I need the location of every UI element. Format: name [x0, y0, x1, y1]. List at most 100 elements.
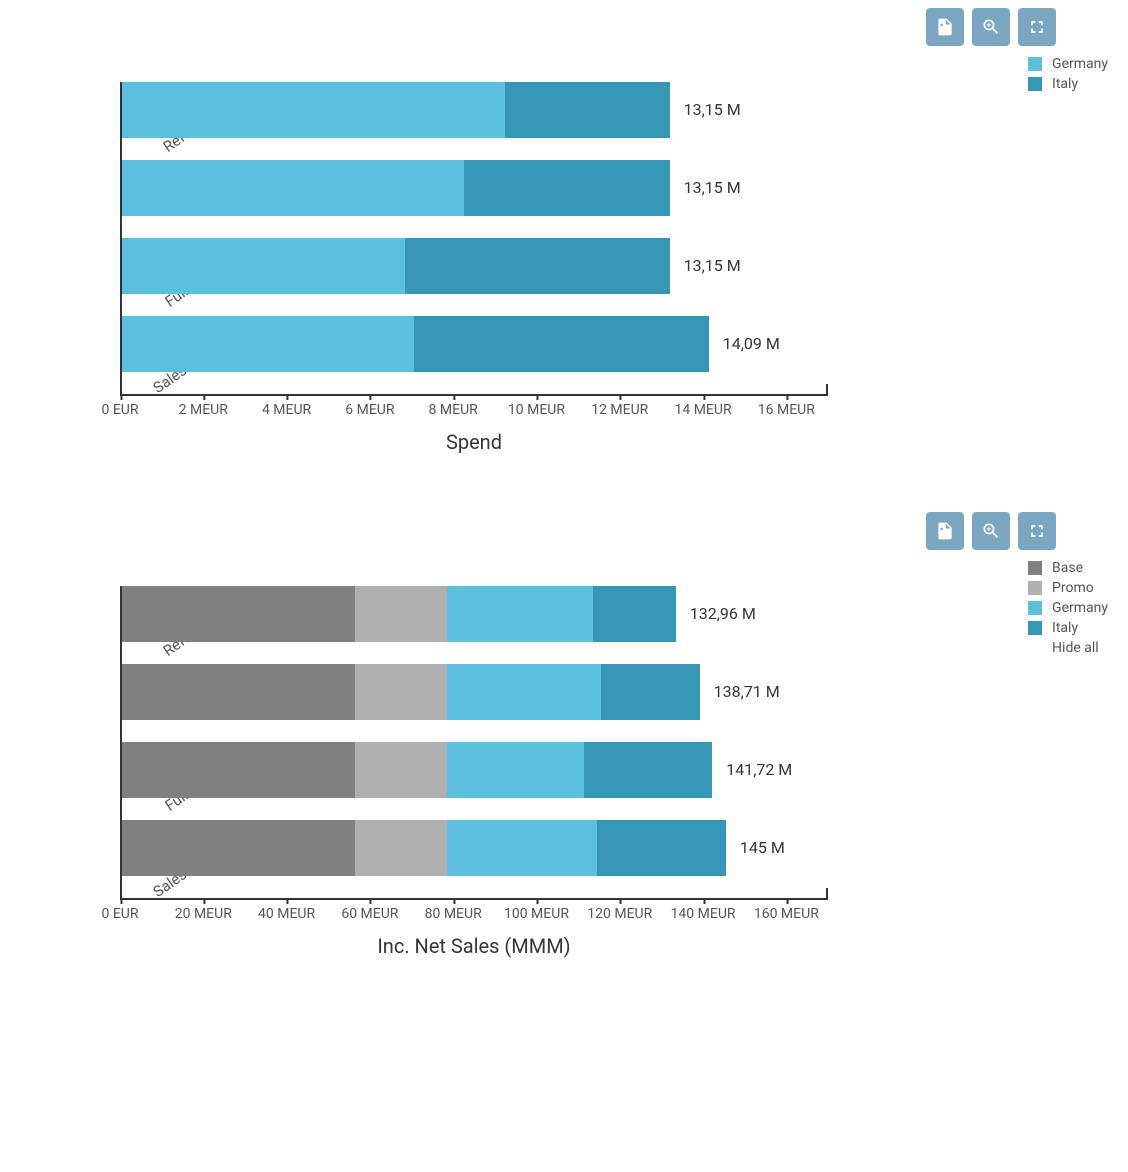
x-tick: 8 MEUR — [429, 402, 478, 418]
zoom-icon — [981, 17, 1001, 37]
bar-segment-italy[interactable] — [593, 586, 676, 642]
bar-row: Full range13,15 M — [122, 238, 828, 294]
bar-segment-germany[interactable] — [122, 316, 414, 372]
chart-toolbar — [926, 512, 1056, 550]
bar-segment-italy[interactable] — [414, 316, 709, 372]
bar-segment-italy[interactable] — [505, 82, 670, 138]
chart-legend: Base Promo Germany Italy Hide all — [1028, 560, 1108, 660]
legend-swatch — [1028, 581, 1042, 595]
x-axis-title: Inc. Net Sales (MMM) — [120, 934, 828, 958]
x-tick: 2 MEUR — [179, 402, 228, 418]
legend-label: Germany — [1052, 600, 1108, 616]
x-tick: 80 MEUR — [425, 906, 482, 922]
legend-swatch — [1028, 561, 1042, 575]
download-image-icon — [935, 17, 955, 37]
bar-total-label: 132,96 M — [690, 604, 756, 623]
legend-swatch — [1028, 77, 1042, 91]
download-image-icon — [935, 521, 955, 541]
x-tick: 16 MEUR — [758, 402, 815, 418]
legend-label: Italy — [1052, 620, 1078, 636]
chart-area: Reference132,96 M MMM138,71 M Full range14… — [120, 504, 828, 958]
chart-plot: Reference132,96 M MMM138,71 M Full range14… — [120, 586, 828, 900]
bar-total-label: 145 M — [740, 838, 785, 857]
legend-swatch — [1028, 57, 1042, 71]
bar-total-label: 138,71 M — [714, 682, 780, 701]
bar-segment-base[interactable] — [122, 820, 355, 876]
legend-item-italy[interactable]: Italy — [1028, 76, 1108, 92]
bar-segment-promo[interactable] — [355, 586, 447, 642]
x-axis-title: Spend — [120, 430, 828, 454]
chart-legend: Germany Italy — [1028, 56, 1108, 96]
bar-row: MMM138,71 M — [122, 664, 828, 720]
zoom-icon — [981, 521, 1001, 541]
bar-segment-italy[interactable] — [601, 664, 700, 720]
bar-segment-germany[interactable] — [447, 664, 601, 720]
bar-segment-italy[interactable] — [584, 742, 712, 798]
legend-label: Germany — [1052, 56, 1108, 72]
chart-plot: Reference13,15 MMMM13,15 MFull range13,1… — [120, 82, 828, 396]
legend-label: Base — [1052, 560, 1083, 576]
bar-segment-germany[interactable] — [447, 742, 584, 798]
bar-segment-promo[interactable] — [355, 664, 447, 720]
x-tick: 14 MEUR — [675, 402, 732, 418]
legend-item-italy[interactable]: Italy — [1028, 620, 1108, 636]
bar-row: Reference132,96 M — [122, 586, 828, 642]
bar-segment-base[interactable] — [122, 742, 355, 798]
x-tick: 100 MEUR — [504, 906, 569, 922]
x-tick: 140 MEUR — [671, 906, 736, 922]
x-tick: 4 MEUR — [262, 402, 311, 418]
chart-area: Reference13,15 MMMM13,15 MFull range13,1… — [120, 0, 828, 454]
bar-stack — [122, 316, 709, 372]
download-image-button[interactable] — [926, 8, 964, 46]
fullscreen-button[interactable] — [1018, 8, 1056, 46]
x-tick: 0 EUR — [101, 402, 138, 418]
bar-segment-germany[interactable] — [122, 160, 464, 216]
bar-total-label: 14,09 M — [723, 334, 780, 353]
bar-segment-promo[interactable] — [355, 820, 447, 876]
download-image-button[interactable] — [926, 512, 964, 550]
bar-segment-germany[interactable] — [447, 820, 597, 876]
x-tick: 40 MEUR — [258, 906, 315, 922]
x-tick: 6 MEUR — [345, 402, 394, 418]
x-tick: 0 EUR — [101, 906, 138, 922]
legend-item-hide-all[interactable]: Hide all — [1028, 640, 1108, 656]
legend-item-germany[interactable]: Germany — [1028, 56, 1108, 72]
legend-item-germany[interactable]: Germany — [1028, 600, 1108, 616]
x-tick: 60 MEUR — [341, 906, 398, 922]
bar-segment-germany[interactable] — [122, 238, 405, 294]
bar-stack — [122, 742, 712, 798]
fullscreen-button[interactable] — [1018, 512, 1056, 550]
bar-segment-base[interactable] — [122, 664, 355, 720]
legend-label: Italy — [1052, 76, 1078, 92]
x-tick: 10 MEUR — [508, 402, 565, 418]
bar-total-label: 13,15 M — [684, 256, 741, 275]
bar-stack — [122, 820, 726, 876]
bar-segment-italy[interactable] — [597, 820, 726, 876]
bar-total-label: 13,15 M — [684, 100, 741, 119]
fullscreen-icon — [1027, 17, 1047, 37]
bar-row: MMM13,15 M — [122, 160, 828, 216]
legend-item-promo[interactable]: Promo — [1028, 580, 1108, 596]
bar-stack — [122, 82, 670, 138]
bar-segment-germany[interactable] — [122, 82, 505, 138]
bar-segment-base[interactable] — [122, 586, 355, 642]
legend-label: Hide all — [1052, 640, 1099, 656]
bar-stack — [122, 586, 676, 642]
x-axis-ticks: 0 EUR2 MEUR4 MEUR6 MEUR8 MEUR10 MEUR12 M… — [120, 396, 828, 426]
bar-segment-italy[interactable] — [464, 160, 670, 216]
bar-stack — [122, 664, 700, 720]
chart-toolbar — [926, 8, 1056, 46]
zoom-button[interactable] — [972, 512, 1010, 550]
bar-row: Sales target145 M — [122, 820, 828, 876]
bar-segment-germany[interactable] — [447, 586, 593, 642]
bar-row: Full range141,72 M — [122, 742, 828, 798]
bar-row: Sales target14,09 M — [122, 316, 828, 372]
legend-item-base[interactable]: Base — [1028, 560, 1108, 576]
bar-total-label: 13,15 M — [684, 178, 741, 197]
zoom-button[interactable] — [972, 8, 1010, 46]
bar-segment-italy[interactable] — [405, 238, 669, 294]
bar-segment-promo[interactable] — [355, 742, 447, 798]
x-tick: 160 MEUR — [754, 906, 819, 922]
spend-chart-container: Germany Italy Reference13,15 MMMM13,15 MF… — [0, 0, 1128, 454]
fullscreen-icon — [1027, 521, 1047, 541]
